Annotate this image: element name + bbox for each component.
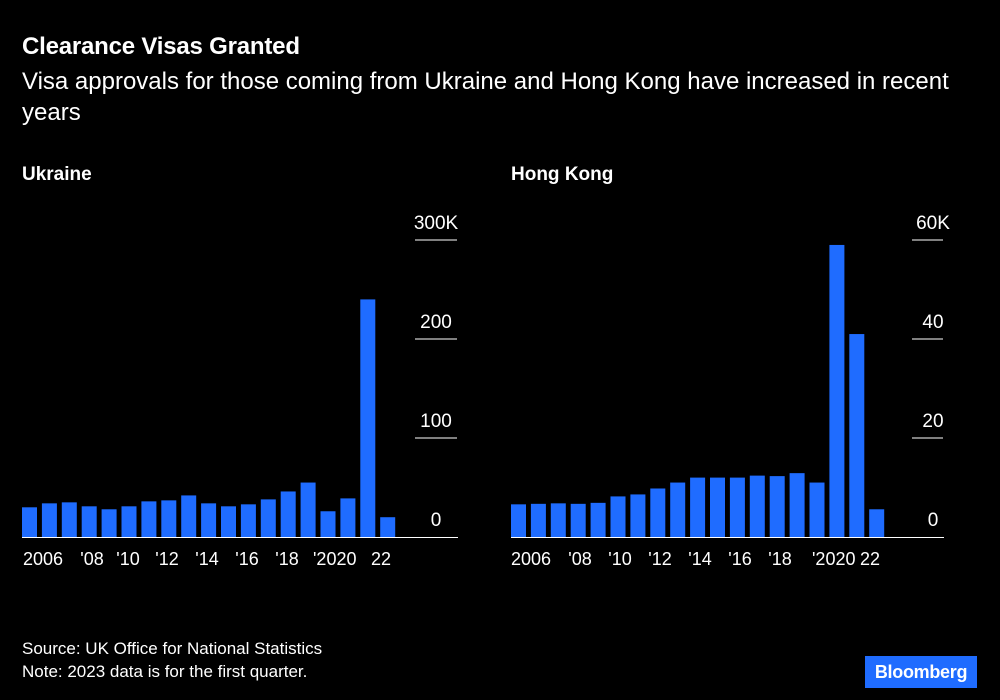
bar-hong-kong-2012: [650, 488, 666, 537]
bar-ukraine-2017: [260, 499, 276, 537]
y-tick-label-ukraine: 100: [420, 411, 452, 432]
bar-ukraine-2011: [141, 501, 157, 537]
bar-hong-kong-2022: [849, 334, 865, 537]
bar-hong-kong-2021: [829, 244, 845, 537]
x-tick-label-ukraine: '14: [195, 549, 218, 569]
bar-ukraine-2019: [300, 482, 316, 537]
bar-ukraine-2020: [320, 511, 336, 537]
chart-title: Clearance Visas Granted: [22, 33, 300, 60]
panel-title-ukraine: Ukraine: [22, 164, 92, 185]
bar-hong-kong-2013: [670, 482, 686, 537]
chart-subtitle: Visa approvals for those coming from Ukr…: [22, 68, 949, 126]
x-tick-label-hong-kong: '14: [688, 549, 711, 569]
y-tick-label-hong-kong: 60K: [916, 213, 950, 234]
bar-ukraine-2023: [380, 517, 396, 537]
bar-ukraine-2006: [41, 503, 57, 537]
x-tick-label-ukraine: '18: [275, 549, 298, 569]
x-tick-label-ukraine: '12: [155, 549, 178, 569]
y-tick-label-ukraine: 0: [431, 510, 442, 531]
bar-hong-kong-2006: [530, 503, 546, 537]
bar-ukraine-2015: [221, 506, 236, 537]
x-tick-label-ukraine: 22: [371, 549, 391, 569]
x-tick-label-hong-kong: 2006: [511, 549, 551, 569]
bar-hong-kong-2005: [511, 504, 526, 537]
bar-hong-kong-2011: [630, 494, 646, 537]
bar-ukraine-2016: [240, 504, 256, 537]
x-tick-label-hong-kong: '12: [648, 549, 671, 569]
x-tick-label-ukraine: '2020: [313, 549, 356, 569]
x-tick-label-hong-kong: '18: [768, 549, 791, 569]
x-tick-label-hong-kong: '16: [728, 549, 751, 569]
bar-ukraine-2012: [161, 500, 177, 537]
x-tick-label-ukraine: '08: [80, 549, 103, 569]
y-tick-label-hong-kong: 40: [922, 312, 943, 333]
x-tick-label-ukraine: '10: [116, 549, 139, 569]
bar-hong-kong-2007: [550, 503, 566, 537]
y-tick-label-ukraine: 300K: [414, 213, 459, 234]
source-note: Source: UK Office for National Statistic…: [22, 639, 323, 658]
bar-hong-kong-2009: [590, 502, 606, 537]
x-tick-label-hong-kong: 22: [860, 549, 880, 569]
x-tick-label-ukraine: '16: [235, 549, 258, 569]
bar-ukraine-2013: [181, 495, 197, 537]
bloomberg-logo: Bloomberg: [865, 656, 977, 688]
bar-ukraine-2007: [61, 502, 77, 537]
panel-title-hong-kong: Hong Kong: [511, 164, 614, 185]
x-tick-label-hong-kong: '08: [568, 549, 591, 569]
bar-ukraine-2010: [121, 506, 137, 537]
bar-ukraine-2005: [22, 507, 37, 537]
bar-ukraine-2008: [81, 506, 97, 537]
y-tick-label-ukraine: 200: [420, 312, 452, 333]
bar-hong-kong-2015: [710, 477, 725, 537]
footer: Source: UK Office for National Statistic…: [22, 637, 322, 683]
bar-hong-kong-2017: [749, 475, 765, 537]
bar-hong-kong-2016: [729, 477, 745, 537]
bar-ukraine-2018: [280, 491, 296, 537]
bar-hong-kong-2023: [869, 509, 885, 537]
bar-hong-kong-2014: [690, 477, 706, 537]
bar-ukraine-2014: [201, 503, 217, 537]
x-tick-label-ukraine: 2006: [23, 549, 63, 569]
bar-hong-kong-2019: [789, 473, 805, 537]
bar-hong-kong-2020: [809, 482, 825, 537]
bar-hong-kong-2008: [570, 503, 586, 537]
y-tick-label-hong-kong: 0: [928, 510, 939, 531]
bar-ukraine-2021: [340, 498, 356, 537]
bar-hong-kong-2018: [769, 476, 785, 537]
x-tick-label-hong-kong: '2020: [812, 549, 855, 569]
y-tick-label-hong-kong: 20: [922, 411, 943, 432]
bar-ukraine-2009: [101, 509, 117, 537]
data-note: Note: 2023 data is for the first quarter…: [22, 662, 308, 681]
x-tick-label-hong-kong: '10: [608, 549, 631, 569]
bar-hong-kong-2010: [610, 496, 626, 537]
bar-ukraine-2022: [360, 299, 376, 537]
